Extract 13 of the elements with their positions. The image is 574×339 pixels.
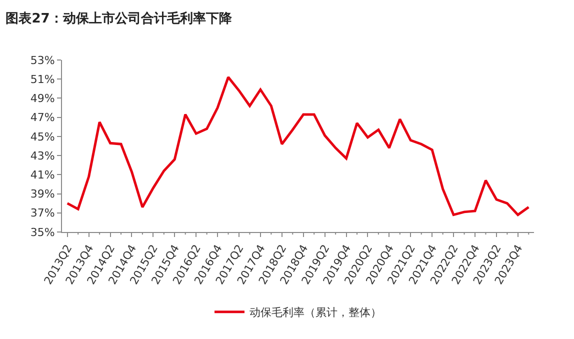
chart-title: 图表27：动保上市公司合计毛利率下降	[6, 10, 233, 27]
y-tick-label: 35%	[30, 226, 55, 239]
y-tick-label: 49%	[30, 92, 55, 106]
y-tick-label: 45%	[30, 130, 55, 144]
y-tick-label: 41%	[30, 168, 55, 182]
y-tick-label: 39%	[30, 188, 55, 201]
y-tick-label: 53%	[30, 54, 55, 67]
line-series	[66, 76, 530, 216]
y-tick-label: 37%	[30, 206, 55, 220]
y-tick-label: 47%	[30, 111, 55, 124]
y-tick-label: 43%	[30, 149, 55, 162]
y-tick-label: 51%	[30, 72, 55, 86]
legend-label: 动保毛利率（累计，整体）	[250, 306, 382, 320]
